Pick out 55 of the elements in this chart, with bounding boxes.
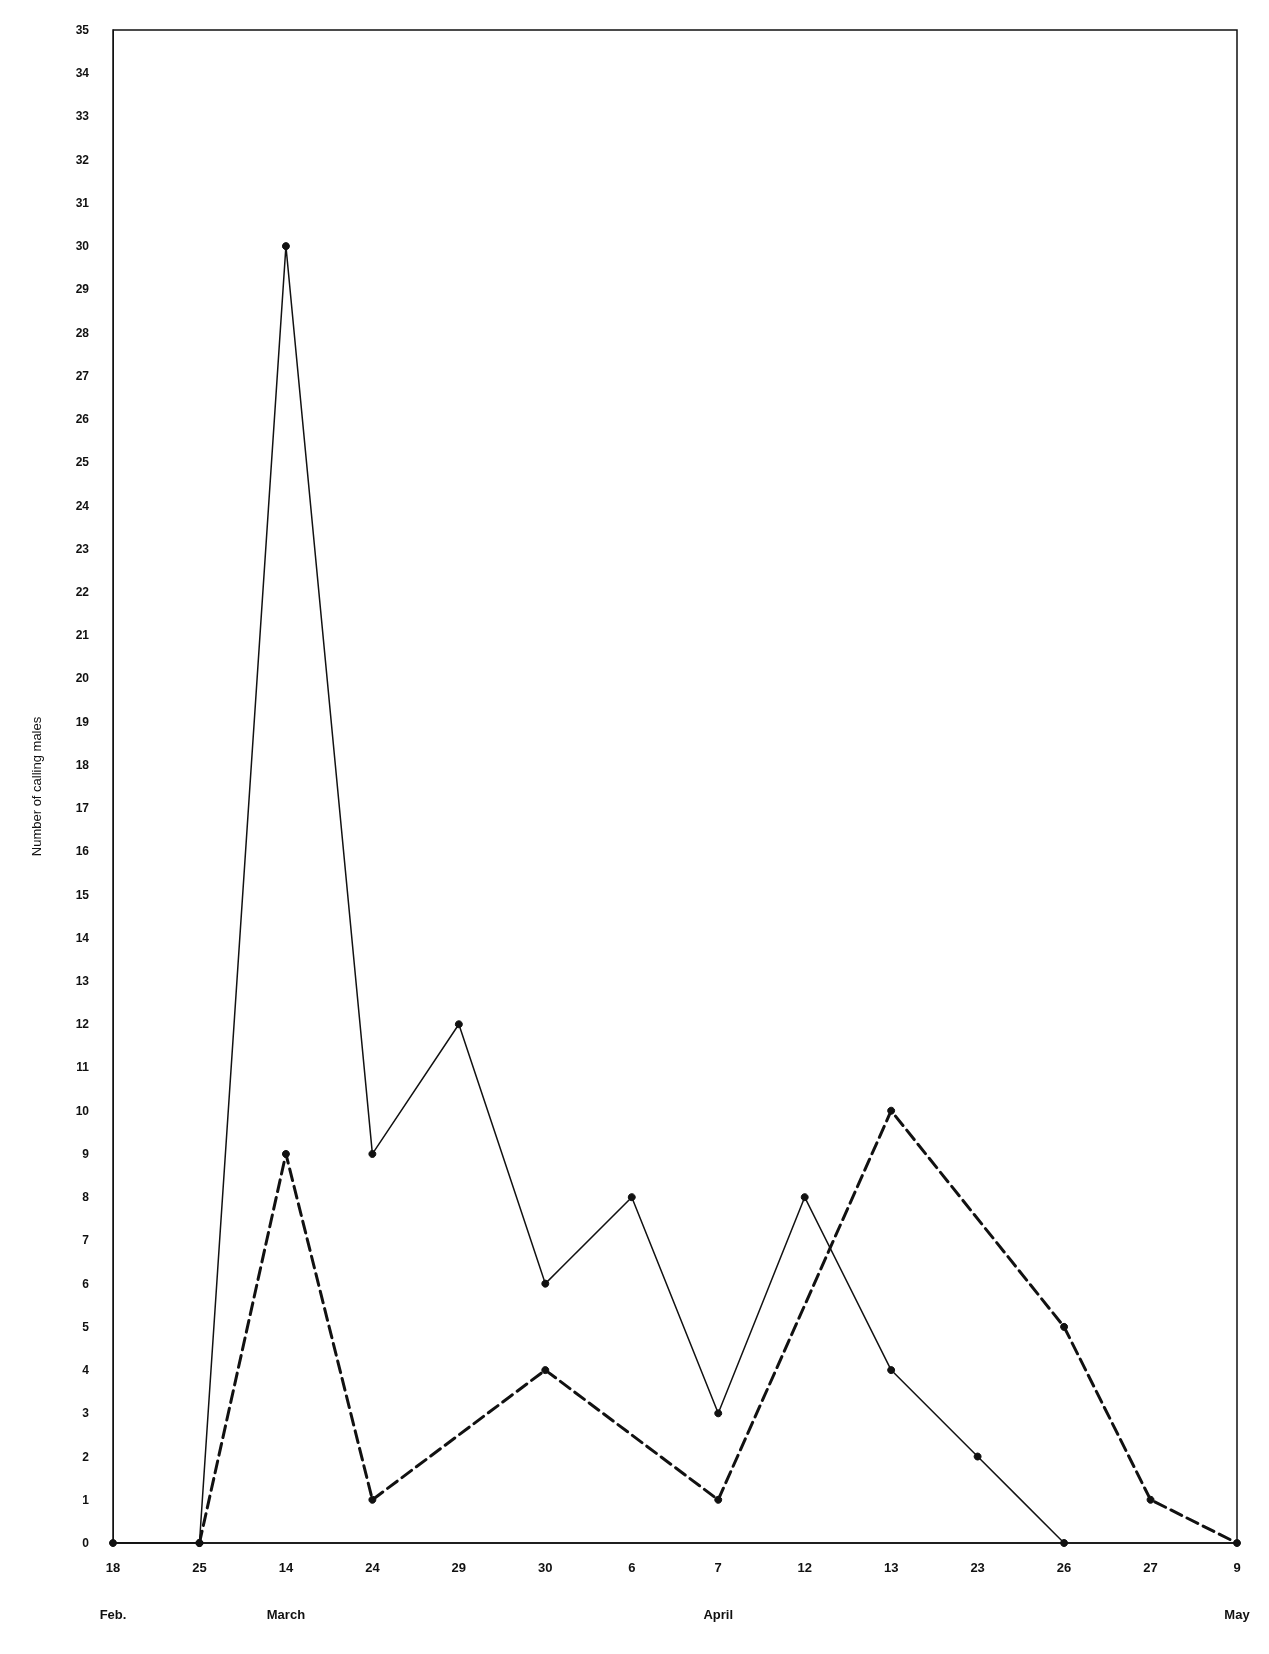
y-tick-label: 13 bbox=[75, 974, 90, 989]
y-tick-label: 28 bbox=[75, 325, 90, 340]
text: Feb. bbox=[99, 1607, 127, 1622]
y-tick-label: 9 bbox=[82, 1146, 90, 1161]
y-tick-label: 14 bbox=[75, 930, 90, 945]
text: May bbox=[1224, 1607, 1251, 1622]
x-tick-label: 26 bbox=[1056, 1560, 1072, 1575]
y-tick-label: 26 bbox=[75, 412, 90, 427]
text: April bbox=[703, 1607, 734, 1622]
y-tick-label: 23 bbox=[75, 541, 90, 556]
x-tick-label: 14 bbox=[278, 1560, 294, 1575]
y-tick-label: 31 bbox=[75, 195, 90, 210]
y-tick-label: 3 bbox=[82, 1406, 90, 1421]
y-tick-label: 19 bbox=[75, 714, 90, 729]
y-tick-label: 4 bbox=[82, 1363, 90, 1378]
y-tick-label: 1 bbox=[82, 1492, 90, 1507]
x-tick-label: 30 bbox=[538, 1560, 553, 1575]
x-tick-label: 25 bbox=[192, 1560, 207, 1575]
y-tick-label: 33 bbox=[75, 109, 90, 124]
y-tick-label: 25 bbox=[75, 455, 90, 470]
y-tick-label: 22 bbox=[75, 584, 90, 599]
y-tick-label: 15 bbox=[75, 887, 90, 902]
y-tick-label: 29 bbox=[75, 282, 90, 297]
y-tick-label: 10 bbox=[75, 1103, 90, 1118]
y-axis-title: Number of calling males bbox=[29, 716, 44, 857]
x-tick-label: 24 bbox=[365, 1560, 381, 1575]
y-tick-label: 11 bbox=[76, 1060, 90, 1075]
y-tick-label: 34 bbox=[75, 66, 90, 81]
y-tick-label: 8 bbox=[82, 1190, 90, 1205]
y-tick-label: 2 bbox=[82, 1449, 90, 1464]
y-tick-label: 17 bbox=[75, 801, 90, 816]
x-tick-label: 13 bbox=[883, 1560, 899, 1575]
y-tick-label: 6 bbox=[82, 1276, 90, 1291]
y-tick-label: 7 bbox=[82, 1233, 90, 1248]
y-tick-label: 30 bbox=[75, 239, 90, 254]
y-tick-label: 32 bbox=[75, 152, 90, 167]
y-tick-label: 24 bbox=[75, 498, 90, 513]
x-tick-label: 9 bbox=[1233, 1560, 1241, 1575]
y-tick-label: 12 bbox=[75, 1017, 90, 1032]
y-tick-label: 5 bbox=[82, 1319, 90, 1334]
x-tick-label: 27 bbox=[1143, 1560, 1158, 1575]
y-tick-label: 21 bbox=[75, 628, 90, 643]
y-tick-label: 0 bbox=[82, 1536, 90, 1550]
y-tick-label: 16 bbox=[75, 844, 90, 859]
y-tick-label: 20 bbox=[75, 671, 90, 686]
x-tick-label: 12 bbox=[797, 1560, 812, 1575]
y-tick-label: 27 bbox=[75, 368, 90, 383]
x-tick-label: 6 bbox=[628, 1560, 636, 1575]
x-tick-label: 7 bbox=[714, 1560, 722, 1575]
x-tick-label: 18 bbox=[105, 1560, 121, 1575]
text: March bbox=[266, 1607, 306, 1622]
y-tick-label: 18 bbox=[75, 757, 90, 772]
x-tick-label: 23 bbox=[970, 1560, 985, 1575]
x-tick-label: 29 bbox=[451, 1560, 467, 1575]
y-tick-label: 35 bbox=[75, 23, 90, 37]
